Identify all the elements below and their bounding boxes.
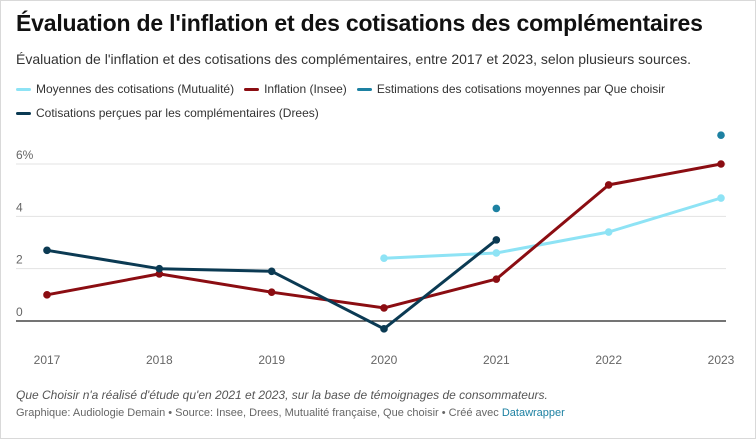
chart-legend: Moyennes des cotisations (Mutualité) Inf…	[16, 82, 736, 130]
legend-row-1: Moyennes des cotisations (Mutualité) Inf…	[16, 82, 736, 96]
x-tick-label: 2022	[595, 353, 622, 367]
data-point	[492, 249, 501, 257]
legend-item-drees: Cotisations perçues par les complémentai…	[16, 106, 319, 120]
x-tick-label: 2017	[34, 353, 61, 367]
data-point	[717, 131, 725, 140]
legend-item-inflation: Inflation (Insee)	[244, 82, 347, 96]
data-point	[492, 204, 501, 213]
data-point	[380, 304, 388, 312]
x-tick-label: 2020	[371, 353, 398, 367]
data-point	[492, 275, 501, 283]
series-3	[43, 236, 501, 333]
data-point	[43, 291, 51, 299]
series-2	[492, 131, 725, 213]
legend-item-mutualite: Moyennes des cotisations (Mutualité)	[16, 82, 234, 96]
y-tick-label: 6%	[16, 148, 34, 162]
source-text: Graphique: Audiologie Demain • Source: I…	[16, 407, 499, 419]
line-chart: 0 2 4 6% 2017 2018 2019 2020 2021 2022 2023	[16, 131, 735, 367]
x-tick-label: 2021	[483, 353, 510, 367]
legend-label-inflation: Inflation (Insee)	[264, 82, 347, 96]
legend-swatch-drees	[16, 111, 31, 115]
data-point	[267, 288, 276, 297]
x-axis-ticks: 2017 2018 2019 2020 2021 2022 2023	[34, 353, 735, 367]
x-tick-label: 2019	[258, 353, 285, 367]
datawrapper-link[interactable]: Datawrapper	[501, 407, 565, 419]
x-tick-label: 2018	[146, 353, 173, 367]
data-point	[717, 194, 725, 202]
legend-label-que-choisir: Estimations des cotisations moyennes par…	[376, 82, 665, 96]
x-tick-label: 2023	[708, 353, 735, 367]
legend-swatch-que-choisir	[356, 87, 372, 91]
data-point	[492, 236, 501, 244]
grid-layer: 0 2 4 6%	[16, 148, 726, 322]
chart-subtitle: Évaluation de l'inflation et des cotisat…	[16, 51, 692, 67]
data-point	[380, 325, 388, 333]
legend-swatch-mutualite	[16, 87, 31, 91]
legend-label-mutualite: Moyennes des cotisations (Mutualité)	[36, 82, 235, 96]
data-point	[717, 160, 725, 168]
y-tick-label: 2	[16, 253, 23, 267]
series-line	[45, 162, 723, 310]
series-0	[380, 194, 725, 262]
data-point	[380, 254, 388, 262]
legend-item-que-choisir: Estimations des cotisations moyennes par…	[356, 82, 665, 96]
chart-title: Évaluation de l'inflation et des cotisat…	[16, 10, 703, 36]
data-point	[267, 267, 276, 276]
data-point	[155, 264, 164, 273]
data-point	[604, 228, 613, 236]
data-point	[604, 181, 613, 189]
chart-source: Graphique: Audiologie Demain • Source: I…	[16, 407, 565, 419]
legend-swatch-inflation	[244, 87, 260, 91]
data-point	[155, 270, 164, 278]
series-line	[45, 238, 498, 331]
series-line	[382, 196, 723, 260]
legend-label-drees: Cotisations perçues par les complémentai…	[36, 106, 319, 120]
legend-row-2: Cotisations perçues par les complémentai…	[16, 106, 736, 120]
chart-note: Que Choisir n'a réalisé d'étude qu'en 20…	[16, 388, 548, 402]
data-point	[43, 246, 51, 255]
y-tick-label: 0	[16, 305, 23, 319]
y-tick-label: 4	[16, 200, 23, 214]
series-layer	[43, 131, 725, 333]
series-1	[43, 160, 725, 312]
